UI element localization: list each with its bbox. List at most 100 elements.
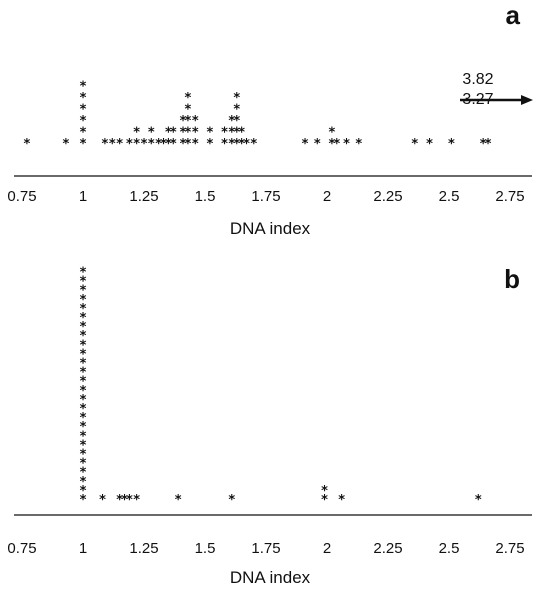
panel-a-data-point: *	[243, 137, 250, 152]
panel-a-data-point: *	[155, 137, 162, 152]
panel-a-data-point: *	[165, 126, 172, 141]
panel-a-data-point: *	[109, 137, 116, 152]
panel-a-data-point: *	[233, 114, 240, 129]
panel-a-tick-label: 2	[323, 188, 331, 205]
panel-b-data-point: *	[475, 493, 482, 508]
panel-b-data-point: *	[121, 493, 128, 508]
panel-a-x-axis-title: DNA index	[230, 219, 311, 238]
panel-a-data-point: *	[80, 103, 87, 118]
panel-b-tick-label: 2.5	[439, 540, 460, 557]
panel-b: b 0.75 1 1.25 1.5 1.75 2 2.25 2.5 2.75 *********…	[7, 264, 532, 587]
panel-a-tick-label: 1.25	[129, 188, 158, 205]
panel-a-points: * * ******* * * * *** *************************…	[23, 80, 491, 153]
panel-b-data-point: *	[126, 493, 133, 508]
panel-a-data-point: *	[228, 137, 235, 152]
panel-a-data-point: *	[185, 137, 192, 152]
panel-b-data-point: *	[80, 420, 87, 435]
panel-a-data-point: *	[233, 103, 240, 118]
panel-a-data-point: *	[63, 137, 70, 152]
panel-b-data-point: *	[80, 266, 87, 281]
panel-a-data-point: *	[221, 137, 228, 152]
panel-b-data-point: *	[80, 366, 87, 381]
panel-b-tick-label: 1.75	[251, 540, 280, 557]
panel-a-tick-label: 1.5	[195, 188, 216, 205]
panel-b-data-point: *	[228, 493, 235, 508]
panel-b-data-point: *	[80, 448, 87, 463]
panel-b-data-point: *	[80, 338, 87, 353]
panel-b-data-point: *	[80, 457, 87, 472]
panel-b-tick-label: 2	[323, 540, 331, 557]
panel-b-data-point: *	[80, 302, 87, 317]
panel-a-data-point: *	[448, 137, 455, 152]
panel-a-data-point: *	[192, 137, 199, 152]
panel-b-tick-label: 1.5	[195, 540, 216, 557]
panel-b-tick-label: 2.25	[373, 540, 402, 557]
panel-a-data-point: *	[206, 126, 213, 141]
panel-a-data-point: *	[355, 137, 362, 152]
panel-a-data-point: *	[160, 137, 167, 152]
panel-b-data-point: *	[80, 293, 87, 308]
panel-a-data-point: *	[23, 137, 30, 152]
panel-b-data-point: *	[80, 357, 87, 372]
panel-a-data-point: *	[126, 137, 133, 152]
panel-a-data-point: *	[116, 137, 123, 152]
panel-a-data-point: *	[80, 137, 87, 152]
panel-a-tick-label: 0.75	[7, 188, 36, 205]
panel-a-data-point: *	[180, 126, 187, 141]
panel-a-tick-label: 2.5	[439, 188, 460, 205]
panel-b-data-point: *	[80, 311, 87, 326]
panel-a-data-point: *	[170, 137, 177, 152]
panel-a-data-point: *	[343, 137, 350, 152]
panel-a-data-point: *	[426, 137, 433, 152]
panel-a-data-point: *	[80, 80, 87, 95]
panel-b-data-point: *	[99, 493, 106, 508]
panel-b-label: b	[504, 264, 520, 294]
panel-a-data-point: *	[133, 137, 140, 152]
panel-a-data-point: *	[102, 137, 109, 152]
panel-a-data-point: *	[485, 137, 492, 152]
panel-a-data-point: *	[238, 137, 245, 152]
panel-b-data-point: *	[80, 493, 87, 508]
panel-a-tick-label: 1.75	[251, 188, 280, 205]
panel-b-data-point: *	[80, 466, 87, 481]
panel-b-data-point: *	[80, 320, 87, 335]
panel-b-tick-label: 0.75	[7, 540, 36, 557]
panel-a-data-point: *	[250, 137, 257, 152]
panel-a-data-point: *	[228, 114, 235, 129]
panel-a-data-point: *	[185, 91, 192, 106]
panel-a-data-point: *	[148, 126, 155, 141]
panel-b-data-point: *	[321, 493, 328, 508]
panel-b-data-point: *	[80, 411, 87, 426]
offscale-value-upper: 3.82	[462, 71, 493, 88]
panel-a-data-point: *	[185, 126, 192, 141]
panel-b-data-point: *	[80, 275, 87, 290]
panel-b-data-point: *	[116, 493, 123, 508]
panel-a-data-point: *	[80, 91, 87, 106]
panel-a-data-point: *	[165, 137, 172, 152]
panel-a-data-point: *	[233, 126, 240, 141]
panel-a-data-point: *	[328, 126, 335, 141]
panel-b-data-point: *	[80, 375, 87, 390]
offscale-arrow-head	[521, 95, 533, 105]
panel-b-data-point: *	[80, 284, 87, 299]
panel-a-data-point: *	[192, 114, 199, 129]
panel-b-data-point: *	[80, 393, 87, 408]
panel-a-tick-label: 1	[79, 188, 87, 205]
panel-a-data-point: *	[333, 137, 340, 152]
panel-b-data-point: *	[80, 475, 87, 490]
panel-a-data-point: *	[192, 126, 199, 141]
panel-a-data-point: *	[314, 137, 321, 152]
panel-b-data-point: *	[133, 493, 140, 508]
panel-a-data-point: *	[185, 103, 192, 118]
panel-a-data-point: *	[133, 126, 140, 141]
panel-a-data-point: *	[80, 114, 87, 129]
panel-a-data-point: *	[228, 126, 235, 141]
panel-b-data-point: *	[175, 493, 182, 508]
panel-a-data-point: *	[238, 126, 245, 141]
panel-a-data-point: *	[411, 137, 418, 152]
panel-b-data-point: *	[80, 438, 87, 453]
panel-b-data-point: *	[80, 429, 87, 444]
panel-a: a 3.82 3.27 0.75 1 1.25 1.5 1.75 2 2.25 2.5 2.75…	[7, 0, 533, 238]
panel-b-data-point: *	[80, 347, 87, 362]
